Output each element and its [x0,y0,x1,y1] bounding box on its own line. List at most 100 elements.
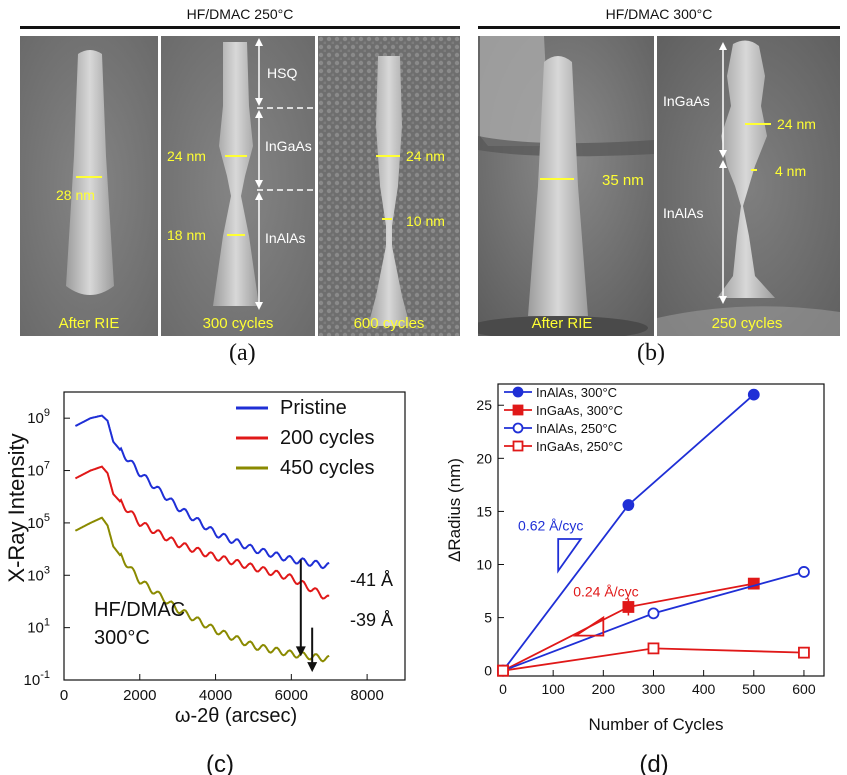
layer-label-hsq: HSQ [267,65,297,81]
y-tick-label: 101 [27,617,50,637]
chart-c-series-line [74,516,330,663]
y-tick-label: 10 [476,557,492,573]
legend-label: 200 cycles [280,427,375,449]
dim-label-top: 24 nm [167,148,206,164]
data-point [512,404,524,416]
data-point [798,646,810,659]
x-tick-label: 0 [499,681,507,697]
layer-label-inalas: InAlAs [663,205,703,221]
sem-image-a2: HSQ InGaAs InAlAs 24 nm 18 nm 300 cycles [161,36,315,336]
chart-d-xlabel: Number of Cycles [588,715,723,734]
panel-a-label: (a) [229,340,256,366]
x-tick-label: 400 [692,681,716,697]
layer-label-inalas: InAlAs [265,230,305,246]
chart-c-series-line [74,465,330,600]
legend-label: InAlAs, 300°C [536,385,617,400]
rate-label: 0.24 Å/cyc [573,583,638,599]
nanowire-shape [66,50,114,295]
nanowire-shape [717,40,775,298]
layer-label-ingaas: InGaAs [663,93,710,109]
chart-d-plot-area: 0 100 200 300 400 500 600 0 5 10 15 20 25 InAlAs, 300… [476,383,825,697]
y-tick-label: 15 [476,503,492,519]
data-point [512,422,524,434]
x-tick-label: 6000 [275,687,308,704]
y-tick-label: 10-1 [24,669,50,689]
chart-c-plot-area: 0 2000 4000 6000 8000 10-1 101 103 105 107 109 Pris… [24,391,406,704]
panel-b-header: HF/DMAC 300°C [605,6,713,22]
data-point [512,440,524,452]
data-point [497,664,509,677]
dim-label: 35 nm [602,172,644,189]
dim-label: 28 nm [56,187,95,203]
panel-c-label: (c) [206,751,234,775]
dim-label-top: 24 nm [777,116,816,132]
nanowire-shape [213,42,259,306]
sem-image-b2: InGaAs InAlAs 24 nm 4 nm 250 cycles [657,36,840,336]
sem-image-a1: 28 nm After RIE [20,36,158,336]
data-point [512,386,524,398]
image-caption: After RIE [532,315,593,332]
rate-label: 0.62 Å/cyc [518,518,583,534]
x-tick-label: 0 [60,687,68,704]
y-tick-label: 107 [27,460,50,480]
legend-label: 450 cycles [280,457,375,479]
y-tick-label: 0 [484,663,492,679]
shift-arrow-head [307,662,318,673]
panel-b-label: (b) [637,340,665,366]
data-point [798,566,810,578]
chart-c-xlabel: ω-2θ (arcsec) [175,705,297,727]
chart-c-ylabel: X-Ray Intensity [4,433,29,582]
y-tick-label: 25 [476,397,492,413]
x-tick-label: 2000 [123,687,156,704]
x-tick-label: 200 [592,681,616,697]
chart-c-frame [63,391,406,681]
data-point [747,388,760,401]
legend-label: Pristine [280,397,347,419]
sem-image-b1: 35 nm After RIE [478,36,654,336]
nanowire-shape [368,56,410,326]
y-tick-label: 109 [27,407,50,427]
legend-label: InAlAs, 250°C [536,421,617,436]
x-tick-label: 4000 [199,687,232,704]
y-tick-label: 20 [476,450,492,466]
x-tick-label: 500 [742,681,766,697]
panel-a-header: HF/DMAC 250°C [186,6,294,22]
chart-c-shift-label-2: -39 Å [350,610,393,630]
x-tick-label: 8000 [350,687,383,704]
dim-label-top: 24 nm [406,148,445,164]
legend-label: InGaAs, 300°C [536,403,623,418]
panel-b-rule [478,26,840,29]
image-caption: 250 cycles [712,315,783,332]
dim-label-bottom: 4 nm [775,163,806,179]
data-point [647,642,660,655]
panel-d-label: (d) [639,751,668,775]
x-tick-label: 100 [541,681,565,697]
y-tick-label: 5 [484,610,492,626]
x-tick-label: 300 [642,681,666,697]
chart-c-shift-label-1: -41 Å [350,570,393,590]
legend-label: InGaAs, 250°C [536,439,623,454]
chart-c: 0 2000 4000 6000 8000 10-1 101 103 105 107 109 Pris… [4,391,406,775]
y-tick-label: 105 [27,512,50,532]
chart-d: 0 100 200 300 400 500 600 0 5 10 15 20 25 InAlAs, 300… [445,383,825,775]
chart-c-annotation-condition: HF/DMAC [94,599,185,621]
chart-d-frame [497,383,825,677]
y-tick-label: 103 [27,564,50,584]
image-caption: 300 cycles [203,315,274,332]
data-point [622,499,635,511]
nanowire-shape [528,56,588,316]
data-point [647,607,660,620]
slope-triangle [557,538,583,574]
slope-triangle [572,615,605,637]
chart-d-ylabel: ΔRadius (nm) [445,458,464,562]
dim-label-bottom: 18 nm [167,227,206,243]
shift-arrow-head [295,646,306,657]
dim-label-bottom: 10 nm [406,213,445,229]
image-caption: 600 cycles [354,315,425,332]
sem-image-a3: 24 nm 10 nm 600 cycles [318,36,460,336]
chart-c-series-line [74,414,330,570]
panel-a-rule [20,26,460,29]
chart-c-annotation-temp: 300°C [94,627,150,649]
image-caption: After RIE [59,315,120,332]
x-tick-label: 600 [792,681,816,697]
